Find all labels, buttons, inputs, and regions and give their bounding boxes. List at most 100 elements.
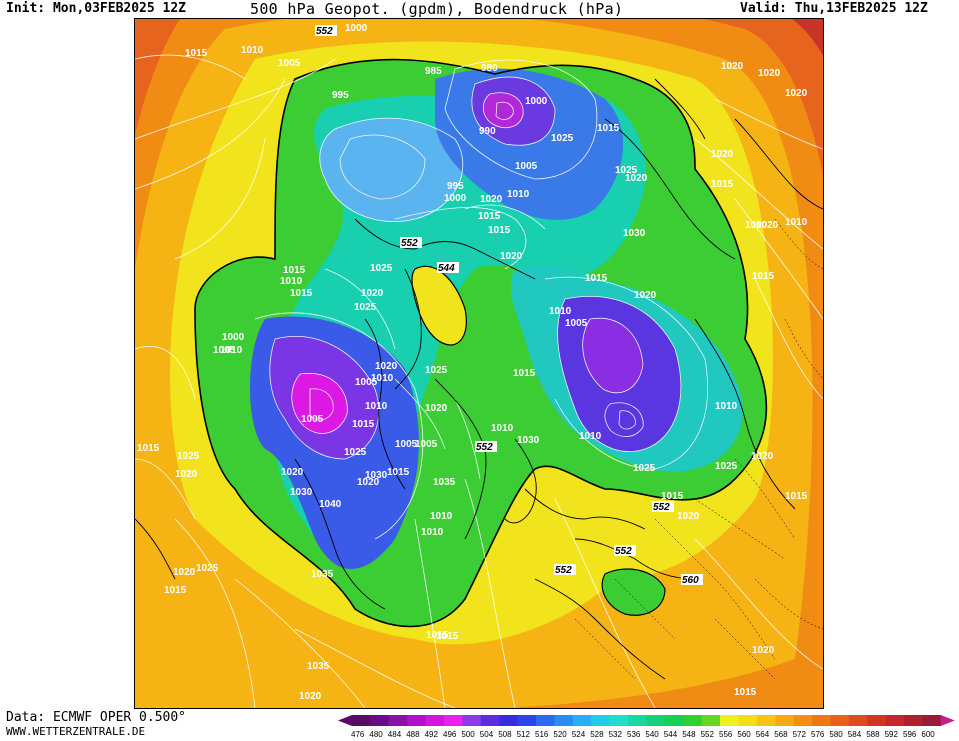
isobar-label: 1015 (513, 368, 536, 379)
isobar-label: 1005 (565, 318, 588, 329)
isobar-label: 1020 (425, 403, 448, 414)
geopot-label: 544 (438, 263, 455, 274)
isobar-label: 1030 (365, 470, 388, 481)
isobar-label: 1020 (173, 567, 196, 578)
legend-tick-label: 576 (811, 730, 825, 739)
legend-tick-label: 572 (793, 730, 807, 739)
isobar-label: 1025 (551, 133, 574, 144)
legend-tick-label: 548 (682, 730, 696, 739)
color-scale-bar: 476 480 484 488 492 496 500 504 508 512 516 520 524 5… (338, 715, 955, 739)
legend-tick-label: 484 (388, 730, 402, 739)
legend-swatch (554, 715, 574, 726)
legend-tick-label: 584 (848, 730, 862, 739)
init-time-label: Init: Mon,03FEB2025 12Z (6, 1, 187, 16)
weather-map[interactable]: 1015 1010 1005 995 1000 985 980 990 1000 995 1025 1… (134, 18, 824, 709)
geopot-label: 552 (653, 502, 670, 513)
legend-arrow-right (940, 715, 955, 726)
legend-tick-label: 500 (461, 730, 475, 739)
map-title: 500 hPa Geopot. (gpdm), Bodendruck (hPa) (250, 0, 624, 18)
legend-swatch (720, 715, 739, 726)
isobar-label: 1025 (615, 165, 638, 176)
legend-swatch (701, 715, 721, 726)
isobar-label: 1015 (352, 419, 375, 430)
field-green-med (602, 569, 665, 616)
isobar-label: 1015 (752, 271, 775, 282)
isobar-label: 1020 (756, 220, 779, 231)
isobar-label: 1025 (354, 302, 377, 313)
isobar-label: 1015 (597, 123, 620, 134)
isobar-label: 985 (425, 66, 442, 77)
legend-swatch (885, 715, 905, 726)
coastlines (135, 78, 823, 680)
low-arctic-center (483, 92, 524, 128)
legend-swatch (462, 715, 482, 726)
legend-tick-label: 592 (885, 730, 899, 739)
isobar-label: 1010 (491, 423, 514, 434)
legend-tick-label: 524 (572, 730, 586, 739)
isobar-label: 1000 (444, 193, 467, 204)
data-source-label: Data: ECMWF OPER 0.500° (6, 710, 187, 725)
legend-tick-label: 588 (866, 730, 880, 739)
isobar-label: 1005 (395, 439, 418, 450)
isobar-label: 1000 (222, 332, 245, 343)
isobar-label: 1010 (579, 431, 602, 442)
legend-swatch (352, 715, 371, 726)
isobar-label: 1020 (281, 467, 304, 478)
isobar-label: 1015 (283, 265, 306, 276)
legend-swatch (683, 715, 702, 726)
isobar-label: 1020 (711, 149, 734, 160)
legend-swatch (812, 715, 831, 726)
geopot-label-box (554, 564, 576, 575)
isobar-label: 1005 (415, 439, 438, 450)
isobar-label: 1020 (677, 511, 700, 522)
geopot-label-box (614, 545, 636, 556)
isobar-label: 1025 (177, 451, 200, 462)
legend-tick-label: 560 (737, 730, 751, 739)
isobar-label: 1020 (500, 251, 523, 262)
legend-swatch (444, 715, 463, 726)
geopot-label: 552 (401, 238, 418, 249)
legend-tick-labels: 476 480 484 488 492 496 500 504 508 512 516 520 524 5… (351, 730, 935, 739)
isobar-label: 980 (481, 63, 498, 74)
legend-swatch (867, 715, 886, 726)
color-scale-legend: 476 480 484 488 492 496 500 504 508 512 516 520 524 5… (338, 713, 955, 739)
legend-swatch (517, 715, 537, 726)
legend-swatch (591, 715, 610, 726)
legend-tick-label: 488 (406, 730, 420, 739)
isobar-label: 1020 (361, 288, 384, 299)
isobar-label: 995 (447, 181, 464, 192)
legend-swatch (370, 715, 390, 726)
geopot-552-med-contour (601, 568, 666, 616)
isobar-label: 1015 (426, 630, 449, 641)
isobar-label: 1010 (280, 276, 303, 287)
isobar-label: 1020 (721, 61, 744, 72)
isobar-label: 1015 (478, 211, 501, 222)
isobar-label: 1005 (278, 58, 301, 69)
footer-credits: Data: ECMWF OPER 0.500° WWW.WETTERZENTRA… (6, 711, 186, 739)
isobar-label: 1020 (175, 469, 198, 480)
isobar-label: 1025 (633, 463, 656, 474)
website-label: WWW.WETTERZENTRALE.DE (6, 725, 146, 738)
isobar-label: 995 (332, 90, 349, 101)
isobar-label: 1010 (421, 527, 444, 538)
isobar-label: 1000 (345, 23, 368, 34)
legend-swatch (572, 715, 592, 726)
isobar-label: 1030 (623, 228, 646, 239)
legend-tick-label: 552 (701, 730, 715, 739)
legend-tick-label: 564 (756, 730, 770, 739)
legend-swatch (646, 715, 666, 726)
isobar-label: 1015 (734, 687, 757, 698)
isobar-label: 1015 (164, 585, 187, 596)
valid-time-label: Valid: Thu,13FEB2025 12Z (740, 1, 928, 16)
country-borders (574, 218, 823, 680)
isobar-label: 990 (479, 126, 496, 137)
isobar-label: 1025 (344, 447, 367, 458)
isobar-label: 1015 (661, 491, 684, 502)
isobar-label: 1010 (507, 189, 530, 200)
legend-swatches (338, 715, 955, 726)
geopot-label-box (437, 262, 459, 273)
isobar-label: 1015 (711, 179, 734, 190)
legend-tick-label: 544 (664, 730, 678, 739)
